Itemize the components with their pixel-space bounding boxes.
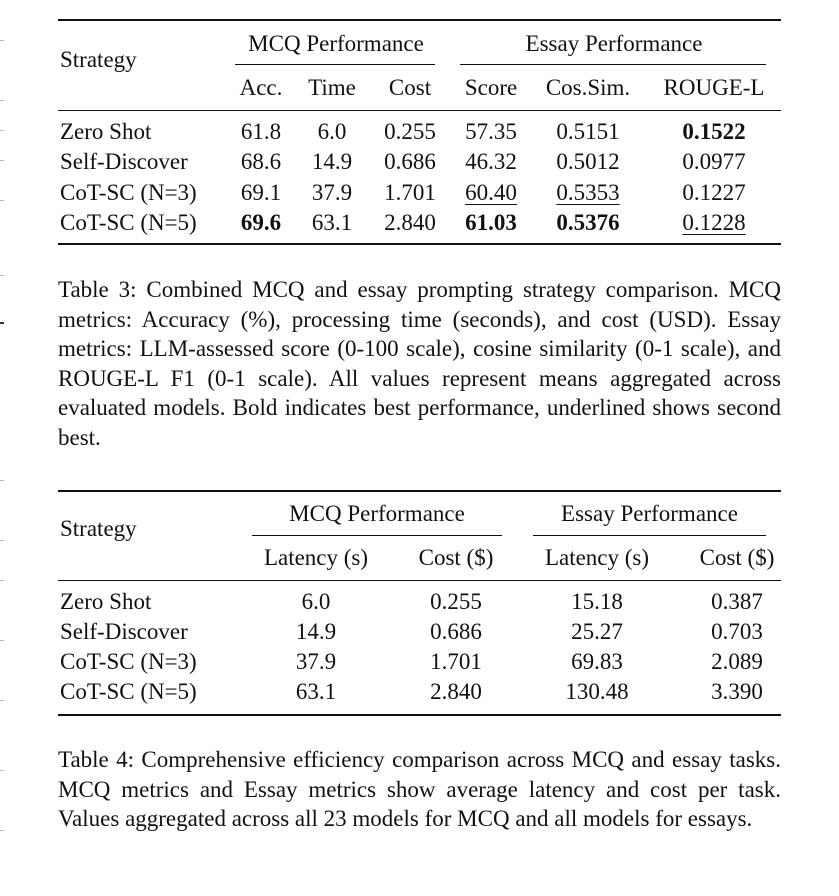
table-row: Self-Discover 68.6 14.9 0.686 46.32 0.50… [0, 147, 839, 177]
top-rule [58, 19, 781, 21]
cell: 14.9 [311, 149, 353, 174]
group-header-mcq: MCQ Performance [248, 31, 424, 56]
col-header: Time [308, 75, 356, 100]
cell-second-best: 0.5353 [556, 180, 620, 205]
table-4-caption: Table 4: Comprehensive efficiency compar… [58, 747, 781, 832]
col-header: Cost ($) [699, 545, 775, 570]
bottom-rule [58, 714, 781, 716]
cell: 2.840 [384, 210, 436, 235]
top-rule [58, 490, 781, 492]
row-strategy: CoT-SC (N=3) [60, 649, 197, 674]
cell: 2.840 [430, 679, 482, 704]
cell: 0.686 [430, 619, 482, 644]
col-header: ROUGE-L [663, 75, 765, 100]
cell: 6.0 [301, 589, 331, 614]
col-header: Latency (s) [263, 545, 369, 570]
cell-best: 0.1522 [682, 119, 746, 144]
table-3-caption: Table 3: Combined MCQ and essay promptin… [58, 277, 781, 450]
table-row: Self-Discover 14.9 0.686 25.27 0.703 [0, 617, 839, 647]
cell: 0.703 [711, 619, 763, 644]
cell: 6.0 [317, 119, 347, 144]
cmidrule-mcq [252, 535, 502, 536]
cell: 1.701 [430, 649, 482, 674]
col-header: Cos.Sim. [545, 75, 631, 100]
cell: 14.9 [295, 619, 337, 644]
row-strategy: Self-Discover [60, 149, 188, 174]
cell: 69.1 [240, 180, 282, 205]
group-header-essay: Essay Performance [561, 501, 738, 526]
row-strategy: CoT-SC (N=3) [60, 180, 197, 205]
row-strategy: CoT-SC (N=5) [60, 210, 197, 235]
cell: 0.5151 [556, 119, 620, 144]
cell: 63.1 [311, 210, 353, 235]
bottom-rule [58, 243, 781, 245]
table-row: CoT-SC (N=3) 37.9 1.701 69.83 2.089 [0, 647, 839, 677]
cell: 0.1227 [682, 180, 746, 205]
table-row: CoT-SC (N=5) 69.6 63.1 2.840 61.03 0.537… [0, 208, 839, 238]
cell-second-best: 60.40 [465, 180, 517, 205]
col-header: Cost [388, 75, 432, 100]
col-header: Latency (s) [544, 545, 650, 570]
cell: 130.48 [565, 679, 629, 704]
col-header: Score [464, 75, 518, 100]
cell: 69.83 [571, 649, 623, 674]
group-header-mcq: MCQ Performance [289, 501, 465, 526]
cell: 46.32 [465, 149, 517, 174]
cell: 68.6 [240, 149, 282, 174]
cell: 15.18 [571, 589, 623, 614]
cell: 25.27 [571, 619, 623, 644]
cell-best: 61.03 [465, 210, 517, 235]
cell: 63.1 [295, 679, 337, 704]
cell: 0.255 [430, 589, 482, 614]
group-header-essay: Essay Performance [525, 31, 703, 56]
cell: 3.390 [711, 679, 763, 704]
cmidrule-mcq [235, 64, 435, 65]
cmidrule-essay [460, 64, 766, 65]
table-row: Zero Shot 6.0 0.255 15.18 0.387 [0, 587, 839, 617]
cell: 0.686 [384, 149, 436, 174]
cell-best: 69.6 [240, 210, 282, 235]
sub-header-row: Acc. Time Cost Score Cos.Sim. ROUGE-L [0, 73, 839, 103]
row-strategy: Zero Shot [60, 119, 152, 144]
table-row: CoT-SC (N=3) 69.1 37.9 1.701 60.40 0.535… [0, 178, 839, 208]
cell: 2.089 [711, 649, 763, 674]
cell: 0.5012 [556, 149, 620, 174]
cell: 0.0977 [682, 149, 746, 174]
cell: 37.9 [311, 180, 353, 205]
col-header: Acc. [239, 75, 283, 100]
cmidrule-essay [533, 535, 766, 536]
sub-header-row: Latency (s) Cost ($) Latency (s) Cost ($… [0, 543, 839, 573]
mid-rule [58, 580, 781, 581]
cell: 61.8 [240, 119, 282, 144]
table-row: Zero Shot 61.8 6.0 0.255 57.35 0.5151 0.… [0, 117, 839, 147]
cell: 37.9 [295, 649, 337, 674]
row-strategy: Zero Shot [60, 589, 152, 614]
table-row: CoT-SC (N=5) 63.1 2.840 130.48 3.390 [0, 677, 839, 707]
cell: 0.387 [711, 589, 763, 614]
row-strategy: CoT-SC (N=5) [60, 679, 197, 704]
strategy-header: Strategy [60, 516, 137, 541]
row-strategy: Self-Discover [60, 619, 188, 644]
strategy-header: Strategy [60, 47, 137, 72]
mid-rule [58, 110, 781, 111]
col-header: Cost ($) [418, 545, 494, 570]
cell: 57.35 [465, 119, 517, 144]
cell-best: 0.5376 [556, 210, 620, 235]
cell: 0.255 [384, 119, 436, 144]
cell-second-best: 0.1228 [682, 210, 746, 235]
cell: 1.701 [384, 180, 436, 205]
